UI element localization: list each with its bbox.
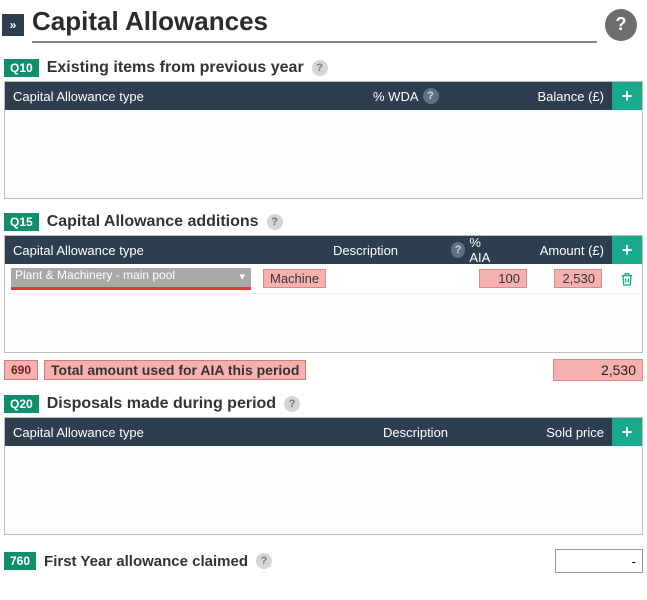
page-help-icon[interactable]: ? xyxy=(605,9,637,41)
q20-add-button[interactable]: + xyxy=(612,418,642,446)
q20-header-type: Capital Allowance type xyxy=(5,425,375,440)
delete-row-button[interactable] xyxy=(618,270,636,288)
q10-header-type: Capital Allowance type xyxy=(5,89,365,104)
q15-title: Capital Allowance additions xyxy=(47,213,259,231)
q20-help-icon[interactable]: ? xyxy=(284,396,300,412)
q20-header-desc: Description xyxy=(375,425,525,440)
fya-help-icon[interactable]: ? xyxy=(256,553,272,569)
q10-header-wda: % WDA xyxy=(373,89,419,104)
q10-help-icon[interactable]: ? xyxy=(312,60,328,76)
q15-help-icon[interactable]: ? xyxy=(267,214,283,230)
q15-header-type: Capital Allowance type xyxy=(5,243,325,258)
q10-add-button[interactable]: + xyxy=(612,82,642,110)
q20-empty-body xyxy=(5,446,642,534)
q15-header-aia: % AIA xyxy=(469,235,501,265)
q15-aia-help-icon[interactable]: ? xyxy=(451,242,465,258)
q10-empty-body xyxy=(5,110,642,198)
total-aia-tag: 690 xyxy=(4,360,38,380)
amount-input[interactable]: 2,530 xyxy=(554,269,602,288)
description-input[interactable]: Machine xyxy=(263,269,326,288)
q15-tag: Q15 xyxy=(4,213,39,231)
q20-header-sold: Sold price xyxy=(525,425,612,440)
total-aia-label: Total amount used for AIA this period xyxy=(44,360,306,380)
q10-header-balance: Balance (£) xyxy=(495,89,612,104)
q15-header-desc: Description xyxy=(325,243,443,258)
q10-tag: Q10 xyxy=(4,59,39,77)
q15-row: Plant & Machinery - main pool Machine 10… xyxy=(5,264,642,294)
pct-aia-input[interactable]: 100 xyxy=(479,269,527,288)
page-title: Capital Allowances xyxy=(32,6,597,43)
fya-input[interactable] xyxy=(555,549,643,573)
q10-wda-help-icon[interactable]: ? xyxy=(423,88,439,104)
q10-title: Existing items from previous year xyxy=(47,59,304,77)
q15-add-button[interactable]: + xyxy=(612,236,642,264)
expand-sidebar-button[interactable]: » xyxy=(2,14,24,36)
fya-label: First Year allowance claimed xyxy=(44,553,248,570)
total-aia-value: 2,530 xyxy=(553,359,643,381)
q15-header-amount: Amount (£) xyxy=(509,243,612,258)
q20-tag: Q20 xyxy=(4,395,39,413)
fya-tag: 760 xyxy=(4,552,36,570)
ca-type-select[interactable]: Plant & Machinery - main pool xyxy=(11,268,251,290)
q20-title: Disposals made during period xyxy=(47,395,276,413)
